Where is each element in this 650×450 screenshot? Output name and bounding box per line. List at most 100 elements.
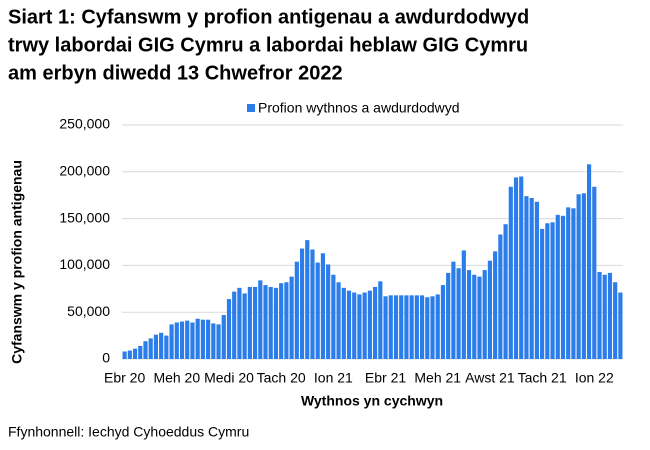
bar bbox=[252, 286, 258, 359]
bar bbox=[613, 282, 618, 359]
bar bbox=[164, 335, 169, 359]
bar bbox=[159, 332, 164, 359]
bar bbox=[221, 315, 226, 359]
bar bbox=[560, 215, 566, 359]
bar bbox=[378, 281, 383, 359]
bar bbox=[362, 292, 367, 359]
bar bbox=[524, 196, 529, 359]
bar bbox=[409, 295, 414, 359]
bar bbox=[352, 292, 357, 359]
bar bbox=[373, 286, 378, 359]
bar bbox=[247, 286, 252, 359]
bar bbox=[284, 282, 289, 359]
bar bbox=[482, 270, 487, 359]
x-tick-label: Tach 21 bbox=[518, 370, 567, 386]
bar bbox=[153, 334, 159, 359]
bar bbox=[534, 201, 539, 359]
bar bbox=[273, 287, 279, 359]
bar bbox=[586, 164, 592, 359]
bar bbox=[581, 193, 586, 359]
y-tick-label: 0 bbox=[102, 350, 110, 366]
bar bbox=[206, 319, 211, 359]
bar bbox=[592, 186, 597, 359]
y-tick-label: 50,000 bbox=[67, 303, 110, 319]
bar bbox=[550, 222, 555, 359]
bar bbox=[336, 282, 341, 359]
bar bbox=[346, 290, 352, 359]
legend-label: Profion wythnos a awdurdodwyd bbox=[258, 100, 460, 116]
bar bbox=[597, 271, 602, 359]
bar bbox=[430, 296, 435, 359]
bar bbox=[425, 297, 430, 359]
x-axis-title: Wythnos yn cychwyn bbox=[301, 393, 443, 409]
bar bbox=[540, 228, 545, 359]
chart-title: trwy labordai GIG Cymru a labordai hebla… bbox=[8, 34, 528, 56]
bar bbox=[258, 280, 263, 359]
bar bbox=[566, 207, 571, 359]
bar bbox=[461, 250, 466, 359]
bar bbox=[508, 186, 513, 359]
bar bbox=[237, 287, 242, 359]
bar bbox=[174, 322, 179, 359]
bar bbox=[289, 276, 294, 359]
bar bbox=[414, 295, 419, 359]
bar bbox=[555, 214, 560, 359]
bar bbox=[446, 272, 451, 359]
bar bbox=[451, 261, 456, 359]
bar bbox=[310, 249, 315, 359]
x-tick-label: Ebr 21 bbox=[365, 370, 406, 386]
bar bbox=[169, 324, 174, 359]
bar bbox=[498, 234, 503, 359]
bar bbox=[383, 296, 388, 359]
bar bbox=[393, 295, 399, 359]
bar bbox=[226, 299, 232, 359]
bar bbox=[132, 348, 138, 359]
y-tick-label: 200,000 bbox=[59, 163, 110, 179]
bar bbox=[232, 291, 237, 359]
bar bbox=[320, 253, 326, 359]
bar bbox=[357, 294, 362, 359]
bar bbox=[477, 276, 482, 359]
x-tick-label: Ebr 20 bbox=[104, 370, 145, 386]
x-tick-label: Ion 22 bbox=[575, 370, 614, 386]
bar bbox=[487, 260, 493, 359]
bar bbox=[472, 274, 477, 359]
bar bbox=[456, 268, 461, 359]
bar bbox=[388, 295, 393, 359]
bar bbox=[618, 292, 623, 359]
bar bbox=[299, 248, 305, 359]
bar bbox=[367, 290, 372, 359]
x-tick-label: Medi 20 bbox=[204, 370, 254, 386]
bar bbox=[127, 350, 132, 359]
x-tick-label: Meh 20 bbox=[153, 370, 200, 386]
bar bbox=[211, 323, 216, 359]
bar bbox=[122, 351, 127, 359]
bar bbox=[529, 198, 534, 359]
x-tick-label: Meh 21 bbox=[414, 370, 461, 386]
bar bbox=[190, 322, 195, 359]
bar bbox=[466, 270, 472, 359]
bar bbox=[331, 274, 336, 359]
bar bbox=[519, 176, 524, 359]
chart-title: Siart 1: Cyfanswm y profion antigenau a … bbox=[8, 6, 529, 28]
bar bbox=[195, 318, 200, 359]
source: Ffynhonnell: Iechyd Cyhoeddus Cymru bbox=[8, 424, 249, 440]
bar bbox=[242, 293, 247, 359]
bar bbox=[216, 324, 221, 359]
bar bbox=[513, 177, 519, 359]
bar bbox=[138, 345, 143, 359]
bar bbox=[435, 294, 440, 359]
bar bbox=[576, 194, 581, 359]
bar bbox=[399, 295, 404, 359]
bar bbox=[305, 240, 310, 359]
bar bbox=[341, 287, 346, 359]
bar bbox=[440, 285, 446, 359]
bar bbox=[419, 295, 425, 359]
bar bbox=[571, 208, 576, 359]
bar bbox=[179, 321, 185, 359]
bar bbox=[148, 338, 153, 359]
bar bbox=[545, 223, 550, 359]
y-tick-label: 250,000 bbox=[59, 116, 110, 132]
y-tick-label: 150,000 bbox=[59, 209, 110, 225]
